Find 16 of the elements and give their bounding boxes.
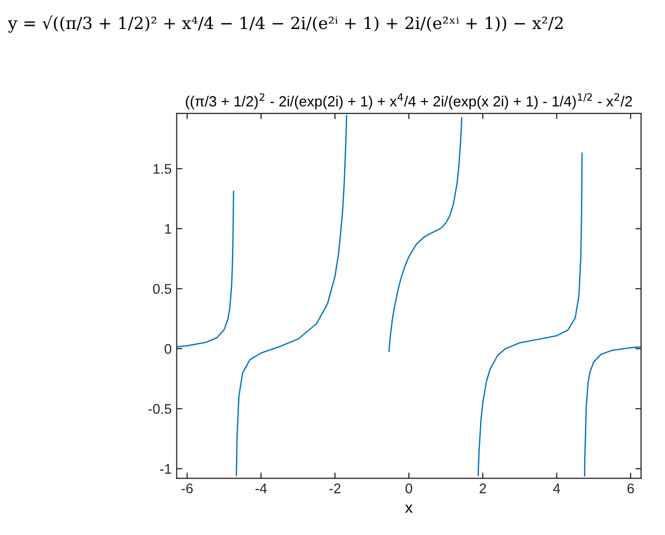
y-tick-label: -0.5	[148, 404, 172, 414]
x-tick-label: 2	[480, 484, 486, 494]
text: y = √((π/3 + 1/2)² + x⁴/4 − 1/4 − 2i/(e²ⁱ + 1) + 2i/(e²ˣⁱ + 1)) − x²/2	[8, 15, 563, 33]
x-tick-label: 0	[406, 484, 412, 494]
y-tick-label: 0	[164, 344, 172, 354]
y-tick-label: 1	[165, 224, 172, 234]
y-tick-label: 0.5	[153, 284, 172, 294]
x-tick-label: 4	[553, 484, 560, 494]
y-tick-label: 1.5	[154, 164, 172, 174]
x-tick-label: 6	[627, 484, 634, 494]
chart-title: ((π/3 + 1/2)$^{2}$ - 2i/(exp(2i) + 1) + x$^{4}$/4 + 2i/(exp(x 2i) + 1) - 1/4)$^{1/2}$ - x$^{2}$/2	[186, 93, 632, 110]
x-axis-title: x	[405, 504, 413, 513]
x-tick-label: -6	[182, 484, 193, 494]
x-tick-label: -4	[256, 484, 267, 494]
x-tick-label: -2	[329, 484, 340, 494]
y-tick-label: -1	[160, 464, 172, 474]
